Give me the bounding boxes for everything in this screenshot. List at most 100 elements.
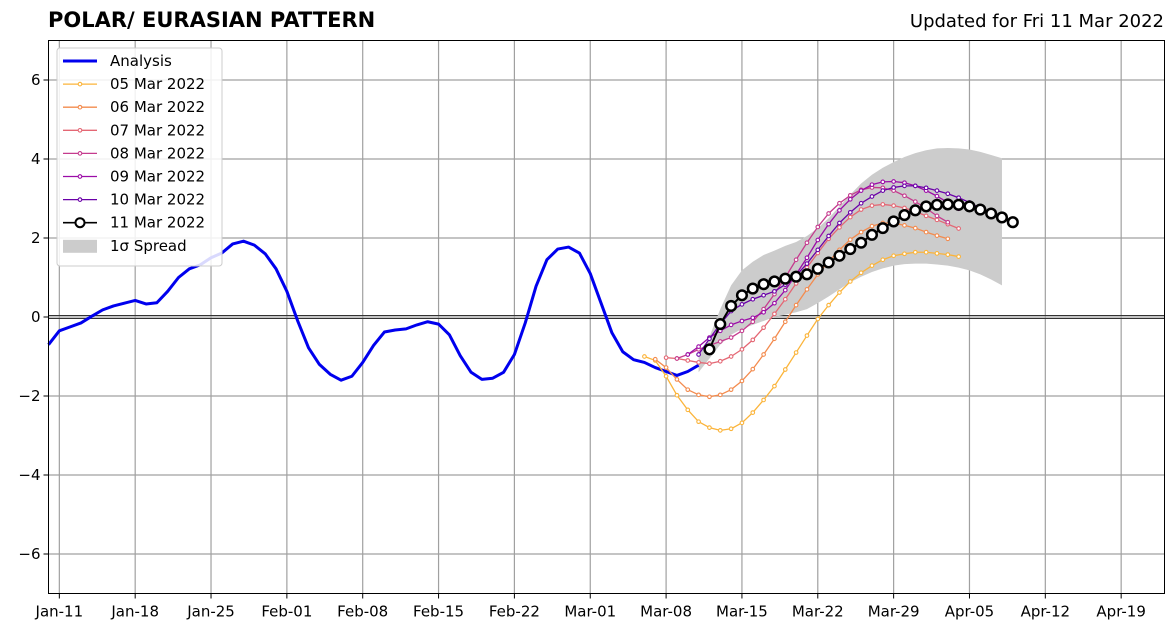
x-axis: Jan-11 Jan-18 Jan-25 Feb-01 Feb-08 Feb-15 Feb-… xyxy=(35,593,1146,621)
data-point xyxy=(728,335,734,340)
legend-label: Analysis xyxy=(110,52,172,70)
data-point xyxy=(891,253,896,259)
x-tick-label: Feb-01 xyxy=(261,603,312,621)
data-point xyxy=(642,354,647,359)
data-point xyxy=(985,207,998,220)
data-point xyxy=(912,249,918,255)
data-point xyxy=(934,251,940,256)
data-point xyxy=(746,282,759,295)
x-tick-label: Feb-08 xyxy=(337,603,388,621)
legend-item-09-mar-2022: 09 Mar 2022 xyxy=(63,168,205,186)
data-point xyxy=(837,200,842,206)
x-tick-label: Apr-19 xyxy=(1096,603,1146,621)
data-point xyxy=(800,268,813,281)
data-point xyxy=(761,397,766,403)
legend-item-06-mar-2022: 06 Mar 2022 xyxy=(63,98,205,116)
series-line xyxy=(654,222,948,398)
data-point xyxy=(945,252,951,257)
legend-item-08-mar-2022: 08 Mar 2022 xyxy=(63,144,205,162)
data-point xyxy=(956,226,961,231)
data-point xyxy=(847,192,853,198)
data-point xyxy=(945,219,951,225)
legend-marker xyxy=(77,197,83,202)
x-tick-label: Mar-22 xyxy=(792,603,844,621)
data-point xyxy=(739,378,745,384)
data-point xyxy=(779,272,792,285)
data-point xyxy=(804,287,810,292)
data-point xyxy=(717,339,723,344)
legend-item-05-mar-2022: 05 Mar 2022 xyxy=(63,75,205,93)
data-point xyxy=(768,275,781,288)
data-point xyxy=(772,383,777,389)
data-point xyxy=(876,222,889,235)
data-point xyxy=(696,344,701,349)
series-11-mar-2022 xyxy=(703,198,1019,356)
data-point xyxy=(858,200,864,206)
data-point xyxy=(847,196,853,202)
data-point xyxy=(663,365,669,370)
data-point xyxy=(934,233,940,238)
x-tick-label: Apr-05 xyxy=(945,603,995,621)
data-point xyxy=(974,203,987,216)
data-point xyxy=(844,243,857,256)
data-point xyxy=(822,256,835,269)
data-point xyxy=(869,182,875,188)
data-point xyxy=(728,387,734,393)
data-point xyxy=(869,203,875,208)
data-point xyxy=(782,287,788,293)
data-point xyxy=(865,228,879,241)
data-point xyxy=(761,352,766,357)
data-point xyxy=(912,199,918,205)
data-point xyxy=(815,247,821,253)
data-point xyxy=(902,223,907,228)
data-point xyxy=(674,377,680,382)
data-point xyxy=(728,322,734,328)
data-point xyxy=(923,185,929,191)
legend-label: 10 Mar 2022 xyxy=(110,191,205,209)
data-point xyxy=(750,315,756,321)
data-point xyxy=(707,394,712,400)
data-point xyxy=(891,179,896,184)
data-point xyxy=(750,296,756,302)
legend-item-1-spread: 1σ Spread xyxy=(63,237,187,255)
data-point xyxy=(815,316,821,322)
data-point xyxy=(887,215,900,228)
y-tick-label: 4 xyxy=(31,150,41,168)
data-point xyxy=(1006,216,1019,229)
legend-item-11-mar-2022: 11 Mar 2022 xyxy=(63,214,205,232)
data-point xyxy=(782,319,788,325)
data-point xyxy=(945,236,951,242)
data-point xyxy=(761,325,766,331)
x-tick-label: Feb-22 xyxy=(489,603,540,621)
forecast-lines-group xyxy=(642,179,1019,433)
data-point xyxy=(815,237,821,243)
data-point xyxy=(815,224,821,230)
data-point xyxy=(707,425,712,430)
data-point xyxy=(923,249,929,255)
data-point xyxy=(902,251,907,257)
legend-marker xyxy=(77,151,83,156)
legend-swatch xyxy=(63,239,97,253)
data-point xyxy=(858,207,864,212)
data-point xyxy=(847,214,853,220)
data-point xyxy=(898,209,911,222)
data-point xyxy=(858,229,864,235)
data-point xyxy=(837,220,842,226)
x-tick-label: Apr-12 xyxy=(1021,603,1071,621)
data-point xyxy=(826,221,831,227)
data-point xyxy=(804,333,810,338)
legend-item-07-mar-2022: 07 Mar 2022 xyxy=(63,121,205,139)
data-point xyxy=(952,198,965,211)
data-point xyxy=(750,337,756,343)
x-tick-label: Jan-25 xyxy=(186,603,235,621)
data-point xyxy=(880,179,886,185)
data-point xyxy=(728,354,734,359)
data-point xyxy=(790,270,803,283)
data-point xyxy=(772,300,777,306)
data-point xyxy=(847,279,853,284)
data-point xyxy=(772,288,777,294)
data-point xyxy=(750,366,756,372)
data-point xyxy=(714,318,727,331)
data-point xyxy=(696,392,701,398)
